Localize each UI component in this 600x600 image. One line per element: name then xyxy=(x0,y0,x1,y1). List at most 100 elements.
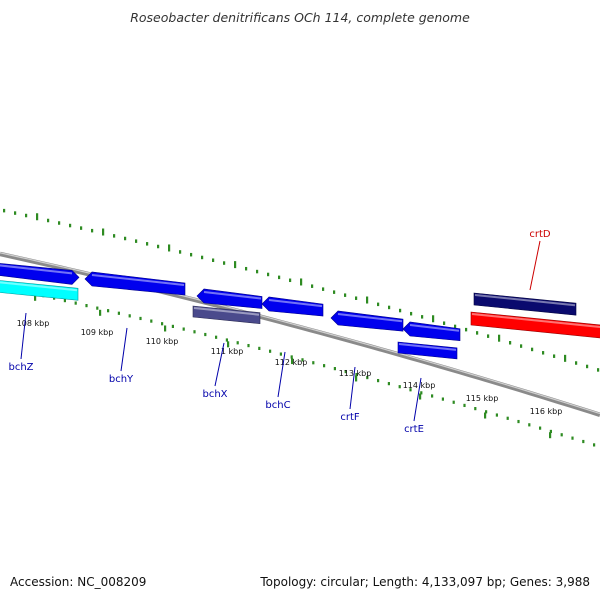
gene-label-bchX: bchX xyxy=(202,389,227,400)
outer-ruler-tick xyxy=(366,296,369,304)
gene-label-bchY: bchY xyxy=(109,374,134,385)
outer-ruler-tick xyxy=(542,351,545,355)
inner-ruler-tick xyxy=(506,416,509,420)
outer-ruler-tick xyxy=(256,269,259,274)
inner-ruler-tick xyxy=(549,429,552,434)
outer-ruler-tick xyxy=(267,272,270,277)
outer-ruler-tick xyxy=(223,261,226,265)
inner-ruler-tick xyxy=(398,385,401,389)
inner-ruler-tick xyxy=(247,343,250,348)
inner-ruler-tick xyxy=(441,397,444,401)
outer-ruler-tick xyxy=(234,261,237,269)
outer-ruler-tick xyxy=(91,228,94,233)
inner-ruler-tick xyxy=(139,316,142,321)
outer-ruler-tick xyxy=(476,331,479,335)
gene-feature-crtD xyxy=(473,292,577,316)
gene-feature-bchC xyxy=(261,296,324,317)
inner-ruler-tick xyxy=(150,319,153,323)
inner-ruler-tick xyxy=(193,330,196,334)
outer-ruler-tick xyxy=(113,234,116,238)
gene-arrow-bevel xyxy=(337,313,403,323)
outer-ruler-tick xyxy=(586,364,589,369)
outer-ruler-tick xyxy=(3,208,6,213)
gene-feature-unlabeled-slate xyxy=(192,305,261,325)
inner-ruler-major-tick xyxy=(164,325,167,332)
inner-ruler-tick xyxy=(107,309,110,313)
inner-ruler-tick xyxy=(236,341,239,345)
outer-ruler-tick xyxy=(432,315,435,323)
inner-ruler-tick xyxy=(463,403,466,408)
inner-ruler-tick xyxy=(258,346,261,350)
outer-ruler-tick xyxy=(575,361,578,365)
genome-title: Roseobacter denitrificans OCh 114, compl… xyxy=(130,10,470,25)
gene-arrow-bevel xyxy=(193,307,260,316)
outer-ruler-tick xyxy=(388,305,391,310)
gene-arrow-bevel xyxy=(398,343,457,351)
tick-label: 116 kbp xyxy=(530,407,563,416)
leader-line-crtE xyxy=(413,377,422,422)
outer-ruler-tick xyxy=(190,252,193,257)
inner-ruler-major-tick xyxy=(484,412,487,419)
tick-label: 109 kbp xyxy=(81,328,114,337)
gene-arrow-crtD xyxy=(473,292,577,316)
leader-line-bchX xyxy=(214,342,225,387)
outer-ruler-tick xyxy=(421,315,424,319)
outer-ruler-tick xyxy=(179,250,182,254)
inner-ruler-major-tick xyxy=(291,358,294,365)
outer-ruler-tick xyxy=(47,218,50,223)
outer-ruler-tick xyxy=(498,334,501,342)
inner-ruler-tick xyxy=(171,324,174,329)
gene-arrow-bevel xyxy=(0,264,73,275)
tick-label: 111 kbp xyxy=(211,347,244,356)
tick-label: 113 kbp xyxy=(339,369,372,378)
inner-ruler-tick xyxy=(344,369,347,374)
inner-ruler-tick xyxy=(560,433,563,437)
gene-arrow-bevel xyxy=(203,291,262,300)
inner-ruler-major-tick xyxy=(34,294,37,301)
outer-ruler-tick xyxy=(212,258,215,262)
tick-label: 110 kbp xyxy=(146,337,179,346)
gene-label-crtE: crtE xyxy=(404,424,424,435)
inner-ruler xyxy=(0,284,596,447)
gene-arrow-bevel xyxy=(409,324,460,332)
inner-ruler-tick xyxy=(225,338,228,342)
inner-ruler-major-tick xyxy=(227,341,230,348)
inner-ruler-tick xyxy=(301,358,304,362)
inner-ruler-tick xyxy=(495,413,498,417)
gene-feature-unlabeled-blue xyxy=(397,341,458,360)
gene-label-bchC: bchC xyxy=(265,400,290,411)
leader-line-bchC xyxy=(277,351,286,398)
outer-ruler-tick xyxy=(553,354,556,358)
inner-ruler-tick xyxy=(182,327,185,331)
outer-ruler-tick xyxy=(69,223,72,228)
outer-ruler-tick xyxy=(520,344,523,348)
outer-ruler-tick xyxy=(399,308,402,313)
outer-ruler-tick xyxy=(487,334,490,338)
inner-ruler-tick xyxy=(355,372,358,377)
inner-ruler-tick xyxy=(409,388,412,392)
outer-ruler-tick xyxy=(14,211,17,215)
outer-ruler-tick xyxy=(355,296,358,300)
outer-ruler-tick xyxy=(322,287,325,291)
inner-ruler-tick xyxy=(517,419,520,424)
accession-label: Accession: NC_008209 xyxy=(10,575,147,589)
outer-ruler-tick xyxy=(443,321,446,325)
outer-ruler-tick xyxy=(201,255,204,260)
gene-arrow-bevel xyxy=(471,313,600,328)
gene-feature-unlabeled-red xyxy=(470,311,600,339)
inner-ruler-tick xyxy=(215,335,218,339)
inner-ruler-major-tick xyxy=(355,375,358,382)
inner-ruler-tick xyxy=(377,378,380,383)
outer-ruler-tick xyxy=(80,226,83,230)
inner-ruler-tick xyxy=(571,436,574,440)
genome-summary: Topology: circular; Length: 4,133,097 bp… xyxy=(260,575,590,589)
inner-ruler-tick xyxy=(474,407,477,411)
outer-ruler-tick xyxy=(289,278,292,283)
gene-feature-unlabeled-cyan xyxy=(0,280,79,301)
inner-ruler-tick xyxy=(128,314,131,318)
gene-arrow-bevel xyxy=(91,274,185,286)
outer-ruler-tick xyxy=(333,290,336,294)
gene-label-crtF: crtF xyxy=(340,412,360,423)
gene-feature-bchX xyxy=(196,288,263,309)
